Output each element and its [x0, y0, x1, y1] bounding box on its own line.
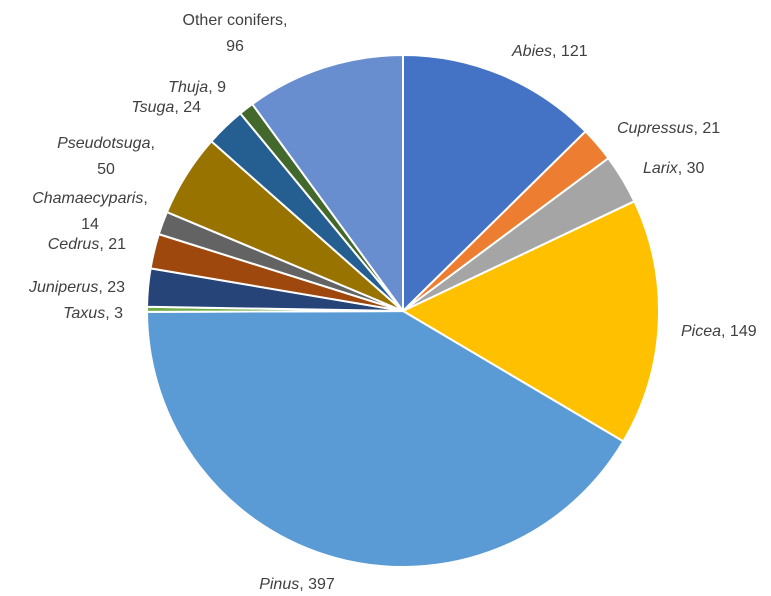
pie-label-abies: Abies, 121 [511, 43, 588, 60]
pie-label-name: Taxus [63, 305, 105, 322]
pie-label-value: 96 [226, 38, 244, 55]
pie-label-picea: Picea, 149 [681, 323, 757, 340]
pie-label-name: Picea [681, 323, 721, 340]
pie-label-taxus: Taxus, 3 [63, 305, 123, 322]
pie-label-name: Juniperus [28, 279, 98, 296]
pie-label-name: Cupressus [617, 120, 693, 137]
pie-label-name: Abies [511, 43, 552, 60]
pie-label-value: , 9 [208, 79, 226, 96]
pie-slice-abies [402, 54, 587, 312]
pie-label-value: , 3 [105, 305, 123, 322]
pie-slice-picea [402, 200, 660, 443]
pie-label-chamaecyparis: Chamaecyparis, 14 [32, 190, 148, 233]
pie-label-value: , 23 [98, 279, 125, 296]
pie-label-name: Cedrus [48, 236, 100, 253]
pie-label-name: Pseudotsuga [57, 135, 151, 152]
pie-label-other-conifers: Other conifers, 96 [183, 12, 288, 55]
pie-label-pinus: Pinus, 397 [259, 576, 335, 593]
pie-label-name: Larix [643, 160, 679, 177]
pie-label-value: 14 [81, 216, 99, 233]
pie-label-name: Other conifers [183, 12, 283, 29]
pie-label-name: Chamaecyparis [32, 190, 143, 207]
pie-label-name: Thuja [168, 79, 208, 96]
pie-label-value: , 24 [174, 99, 201, 116]
pie-label-value: , 21 [693, 120, 720, 137]
pie-label-pseudotsuga: Pseudotsuga, 50 [57, 135, 155, 178]
pie-slice-pinus [146, 310, 625, 569]
pie-slices [145, 54, 660, 569]
pie-label-larix: Larix, 30 [643, 160, 704, 177]
pie-label-name: Pinus [259, 576, 299, 593]
pie-label-value: , 30 [678, 160, 705, 177]
pie-label-cupressus: Cupressus, 21 [617, 120, 720, 137]
pie-label-value: , 21 [99, 236, 126, 253]
pie-label-tsuga: Tsuga, 24 [131, 99, 201, 116]
pie-label-value: , 149 [721, 323, 757, 340]
pie-label-thuja: Thuja, 9 [168, 79, 226, 96]
pie-label-name: Tsuga [131, 99, 174, 116]
pie-label-juniperus: Juniperus, 23 [28, 279, 125, 296]
pie-label-value: , 397 [299, 576, 335, 593]
pie-label-value: , 121 [552, 43, 588, 60]
pie-label-value: 50 [97, 161, 115, 178]
pie-label-cedrus: Cedrus, 21 [48, 236, 126, 253]
pie-slice-other-conifers [251, 54, 404, 312]
